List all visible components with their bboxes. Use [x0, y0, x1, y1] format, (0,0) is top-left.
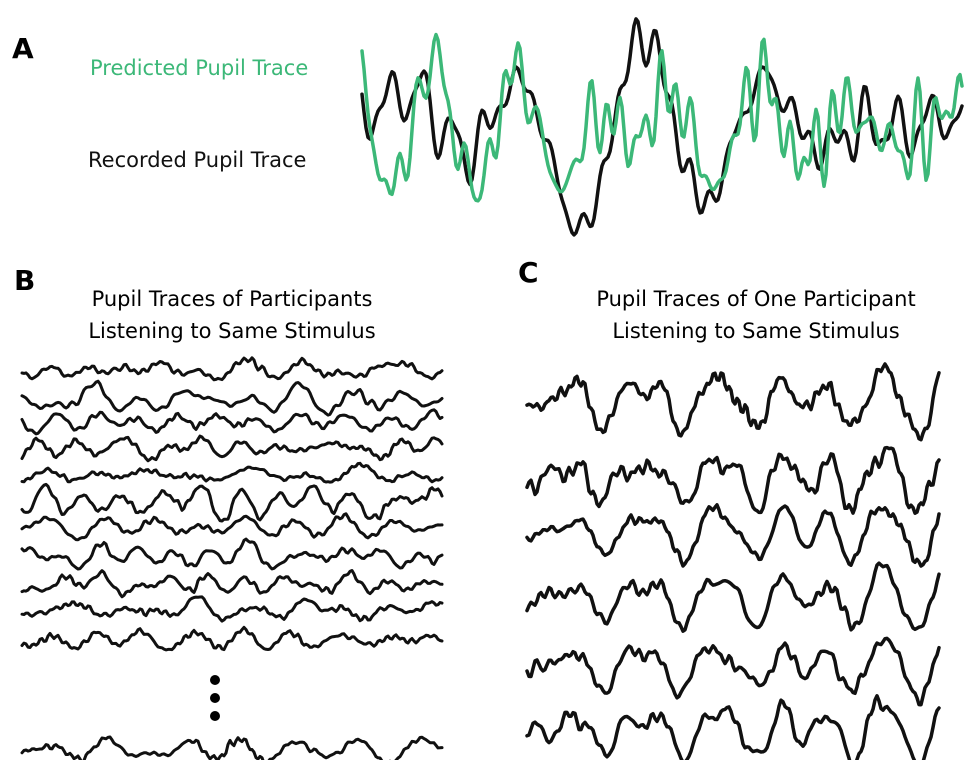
pupil-trace: [20, 569, 444, 599]
pupil-trace: [20, 379, 444, 417]
pupil-trace: [525, 694, 941, 760]
pupil-trace: [360, 32, 964, 203]
pupil-trace: [20, 625, 444, 652]
pupil-trace: [20, 356, 444, 382]
pupil-trace: [525, 362, 941, 442]
pupil-trace: [525, 636, 941, 707]
pupil-trace: [20, 735, 444, 760]
pupil-trace: [525, 445, 941, 515]
ellipsis-dot: [210, 711, 220, 721]
panel-title: Listening to Same Stimulus: [88, 319, 375, 343]
ellipsis-dot: [210, 675, 220, 685]
panel-title: Pupil Traces of Participants: [92, 287, 373, 311]
pupil-trace: [20, 595, 444, 623]
pupil-trace: [20, 434, 444, 463]
ellipsis-dot: [210, 693, 220, 703]
legend-predicted: Predicted Pupil Trace: [90, 56, 308, 80]
pupil-trace: [20, 461, 444, 484]
pupil-trace: [20, 512, 444, 542]
pupil-trace: [20, 482, 444, 523]
panel-title: Pupil Traces of One Participant: [596, 287, 915, 311]
pupil-trace: [525, 503, 941, 568]
legend-recorded: Recorded Pupil Trace: [88, 148, 306, 172]
pupil-trace: [20, 537, 444, 571]
pupil-trace: [20, 408, 444, 436]
panel-label: A: [12, 32, 34, 65]
pupil-trace: [525, 561, 941, 633]
panel-label: C: [518, 256, 539, 289]
panel-title: Listening to Same Stimulus: [612, 319, 899, 343]
panel-label: B: [14, 264, 35, 297]
